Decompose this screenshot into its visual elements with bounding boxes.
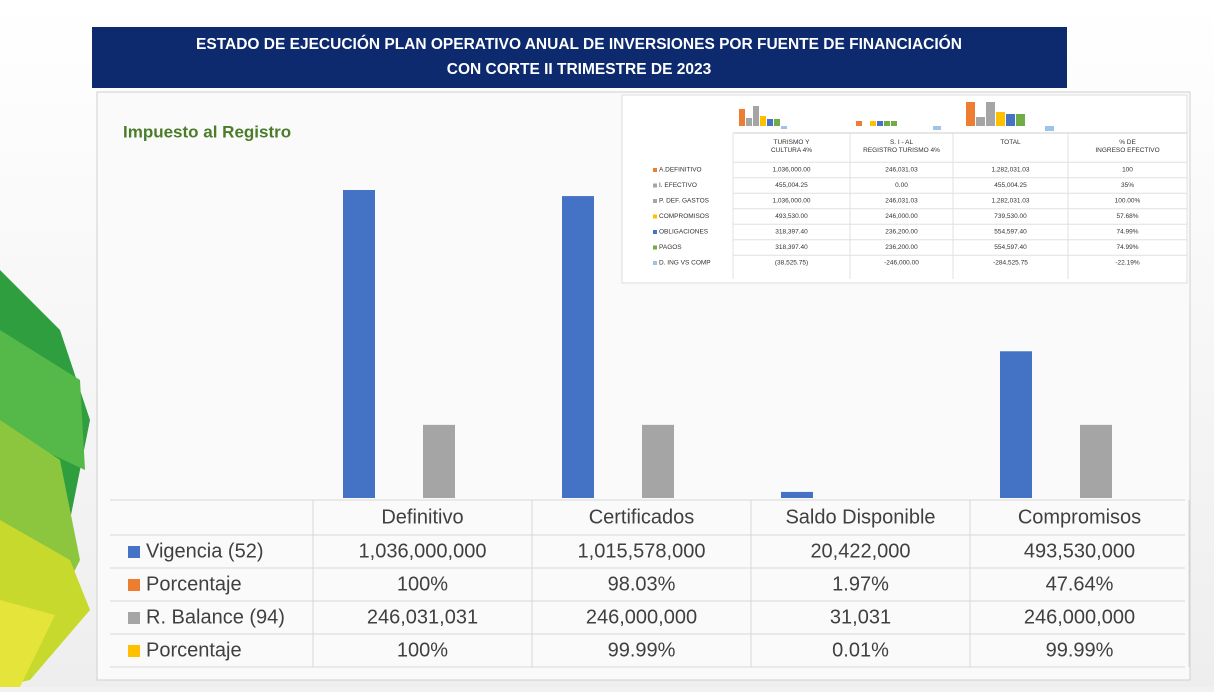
inset-marker <box>653 230 657 234</box>
inset-cell: -284,525.75 <box>993 260 1028 267</box>
decoration <box>0 270 90 687</box>
inset-cell: 57.68% <box>1116 213 1138 220</box>
category-label: Compromisos <box>1018 506 1141 528</box>
title: ESTADO DE EJECUCIÓN PLAN OPERATIVO ANUAL… <box>196 35 962 53</box>
inset-marker <box>653 261 657 265</box>
legend-label: R. Balance (94) <box>146 606 285 628</box>
inset-cell: D. ING VS COMP <box>659 260 711 267</box>
legend-swatch <box>128 546 140 558</box>
inset-cell: 0.00 <box>895 182 908 189</box>
category-label: Definitivo <box>381 506 463 528</box>
inset-cell: -22.19% <box>1115 260 1139 267</box>
inset-cell: I. EFECTIVO <box>659 182 697 189</box>
bar <box>781 492 813 498</box>
data-value: 493,530,000 <box>1024 540 1135 562</box>
inset-cell: 100.00% <box>1115 198 1141 205</box>
bar <box>343 190 375 498</box>
data-value: 98.03% <box>608 573 676 595</box>
inset-cell: 1,036,000.00 <box>773 167 811 174</box>
inset-cell: -246,000.00 <box>884 260 919 267</box>
category-label: Certificados <box>589 506 695 528</box>
inset-cell: 318,397.40 <box>775 229 808 236</box>
data-value: 100% <box>397 639 448 661</box>
inset-cell: 246,031.03 <box>885 198 918 205</box>
data-value: 246,000,000 <box>1024 606 1135 628</box>
inset-marker <box>653 246 657 250</box>
inset-cell: COMPROMISOS <box>659 213 710 220</box>
inset-marker <box>653 215 657 219</box>
legend-label: Vigencia (52) <box>146 540 263 562</box>
legend-swatch <box>128 645 140 657</box>
bar <box>562 196 594 498</box>
inset-cell: (38,525.75) <box>775 260 808 267</box>
inset-cell: OBLIGACIONES <box>659 229 709 236</box>
data-value: 1.97% <box>832 573 889 595</box>
data-value: 99.99% <box>608 639 676 661</box>
legend-swatch <box>128 612 140 624</box>
chart-title: Impuesto al Registro <box>123 122 291 141</box>
title: CON CORTE II TRIMESTRE DE 2023 <box>447 61 712 78</box>
inset-marker <box>653 184 657 188</box>
legend-swatch <box>128 579 140 591</box>
data-value: 1,015,578,000 <box>578 540 706 562</box>
data-value: 246,031,031 <box>367 606 478 628</box>
bar <box>1000 351 1032 498</box>
inset-cell: 1,282,031.03 <box>992 198 1030 205</box>
inset-cell: 739,530.00 <box>994 213 1027 220</box>
inset-cell: 493,530.00 <box>775 213 808 220</box>
inset-cell: 554,597.40 <box>994 244 1027 251</box>
data-value: 31,031 <box>830 606 891 628</box>
category-label: Saldo Disponible <box>785 506 935 528</box>
data-value: 1,036,000,000 <box>359 540 487 562</box>
bar <box>423 425 455 498</box>
inset-cell: 455,004.25 <box>775 182 808 189</box>
data-value: 100% <box>397 573 448 595</box>
bar <box>642 425 674 498</box>
inset-cell: 35% <box>1121 182 1134 189</box>
data-value: 99.99% <box>1046 639 1114 661</box>
inset-header: TOTAL <box>1000 139 1021 146</box>
inset-cell: 318,397.40 <box>775 244 808 251</box>
inset-marker <box>653 168 657 172</box>
inset-cell: PAGOS <box>659 244 682 251</box>
inset-marker <box>653 199 657 203</box>
inset-cell: 236,200.00 <box>885 244 918 251</box>
inset-cell: 455,004.25 <box>994 182 1027 189</box>
inset-cell: A.DEFINITIVO <box>659 167 702 174</box>
bar <box>1080 425 1112 498</box>
inset-cell: 554,597.40 <box>994 229 1027 236</box>
data-value: 20,422,000 <box>810 540 910 562</box>
inset-cell: 1,036,000.00 <box>773 198 811 205</box>
inset-cell: 246,031.03 <box>885 167 918 174</box>
inset-cell: P. DEF. GASTOS <box>659 198 710 205</box>
data-value: 0.01% <box>832 639 889 661</box>
inset-cell: 1,282,031.03 <box>992 167 1030 174</box>
inset-cell: 74.99% <box>1116 229 1138 236</box>
data-value: 47.64% <box>1046 573 1114 595</box>
inset-cell: 246,000.00 <box>885 213 918 220</box>
inset-cell: 74.99% <box>1116 244 1138 251</box>
inset-cell: 100 <box>1122 167 1133 174</box>
legend-label: Porcentaje <box>146 639 242 661</box>
legend-label: Porcentaje <box>146 573 242 595</box>
data-value: 246,000,000 <box>586 606 697 628</box>
inset-cell: 236,200.00 <box>885 229 918 236</box>
